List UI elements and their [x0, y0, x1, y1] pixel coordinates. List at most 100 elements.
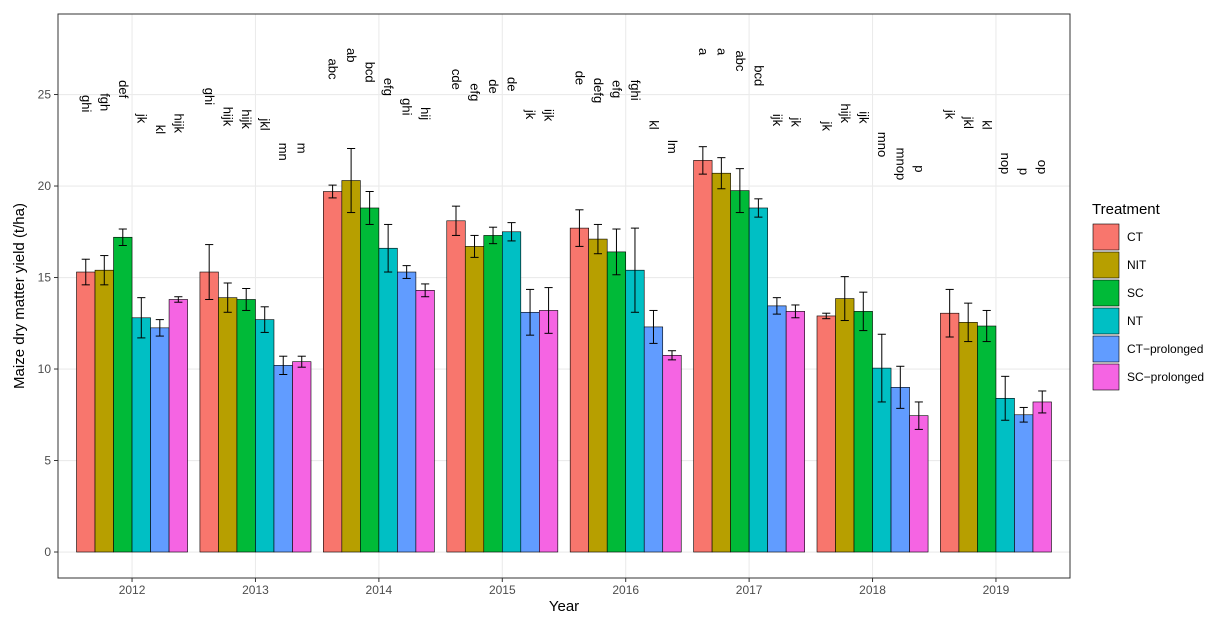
error-bar	[402, 265, 411, 279]
y-tick-label: 5	[44, 454, 51, 468]
error-bar	[544, 287, 553, 334]
significance-letter: jk	[819, 121, 834, 132]
bar	[890, 387, 910, 553]
bar	[415, 290, 435, 553]
bar	[606, 251, 627, 553]
x-tick-label: 2012	[119, 583, 146, 597]
significance-letter: bcd	[363, 62, 378, 83]
error-bar	[964, 302, 973, 343]
y-tick-label: 10	[38, 362, 52, 376]
bar	[767, 305, 787, 553]
significance-letter: kl	[646, 120, 661, 130]
significance-letter: ijk	[856, 111, 871, 124]
significance-letter: p	[912, 165, 927, 172]
error-bar	[896, 365, 905, 409]
error-bar	[137, 297, 146, 339]
significance-letter: mn	[276, 143, 291, 161]
significance-letter: ghi	[202, 88, 217, 105]
error-bar	[279, 355, 288, 376]
error-bar	[630, 227, 640, 313]
error-bar	[667, 350, 677, 361]
bar	[378, 247, 398, 553]
error-bar	[100, 255, 109, 286]
bar	[853, 311, 873, 553]
error-bar	[260, 306, 269, 333]
error-bar	[507, 222, 516, 242]
error-bar	[174, 296, 183, 303]
legend-key	[1092, 279, 1120, 307]
bar	[273, 365, 293, 553]
error-bar	[649, 309, 658, 344]
bar	[643, 326, 664, 553]
significance-letter: de	[572, 71, 587, 85]
x-tick-label: 2015	[489, 583, 516, 597]
significance-letter: a	[714, 48, 729, 56]
error-bar	[384, 223, 393, 273]
error-bar	[328, 184, 337, 199]
legend-key	[1092, 307, 1120, 335]
bar	[94, 269, 114, 553]
error-bar	[575, 209, 584, 247]
bar	[131, 317, 151, 553]
error-bar	[914, 401, 923, 430]
bar	[539, 310, 559, 553]
significance-letter: a	[696, 48, 711, 56]
legend-label: NT	[1127, 314, 1144, 328]
significance-letter: m	[295, 143, 310, 154]
significance-letter: ab	[344, 48, 359, 62]
significance-letter: ijk	[542, 109, 557, 122]
bar	[113, 236, 133, 553]
error-bar	[205, 244, 214, 300]
significance-letter: bcd	[751, 65, 766, 86]
y-tick-label: 15	[38, 271, 52, 285]
significance-letter: jk	[943, 109, 958, 120]
legend-label: SC	[1127, 286, 1144, 300]
bar	[977, 325, 997, 553]
significance-letter: kl	[980, 120, 995, 130]
error-bar	[223, 282, 232, 313]
significance-letter: ijk	[770, 114, 785, 127]
error-bar	[877, 333, 886, 403]
error-bar	[81, 258, 90, 286]
significance-letter: defg	[591, 78, 606, 103]
bar	[255, 319, 275, 553]
legend-key	[1092, 223, 1120, 251]
significance-letter: hijk	[171, 113, 186, 133]
significance-letter: hijk	[838, 104, 853, 124]
significance-letter: def	[116, 80, 131, 98]
significance-letter: de	[505, 77, 520, 91]
significance-letter: nop	[998, 153, 1013, 175]
bar	[341, 180, 361, 553]
significance-letter: op	[1035, 160, 1050, 174]
error-bar	[525, 288, 535, 336]
bar	[995, 397, 1015, 553]
y-tick-label: 0	[44, 545, 51, 559]
bar	[323, 191, 343, 553]
significance-letter: jk	[788, 117, 803, 128]
y-tick-label: 20	[38, 179, 52, 193]
error-bar	[242, 287, 251, 311]
error-bar	[488, 226, 498, 245]
x-tick-label: 2017	[736, 583, 763, 597]
error-bar	[365, 191, 374, 225]
bar	[76, 271, 96, 553]
legend-label: CT−prolonged	[1127, 342, 1203, 356]
bar	[199, 271, 219, 553]
error-bar	[297, 355, 306, 368]
legend-label: NIT	[1127, 258, 1147, 272]
error-bar	[1019, 406, 1028, 423]
panel-border	[57, 13, 1071, 579]
bar	[501, 231, 522, 553]
error-bar	[698, 146, 707, 175]
bar	[569, 227, 589, 553]
error-bar	[593, 223, 603, 255]
significance-letter: efg	[381, 78, 396, 96]
bar	[446, 220, 466, 553]
legend-key	[1092, 363, 1120, 391]
error-bar	[717, 157, 726, 190]
x-axis-title: Year	[549, 598, 579, 615]
significance-letter: efg	[468, 83, 483, 101]
error-bar	[791, 304, 800, 319]
significance-letter: abc	[326, 59, 341, 80]
significance-letter: ghi	[400, 98, 415, 115]
